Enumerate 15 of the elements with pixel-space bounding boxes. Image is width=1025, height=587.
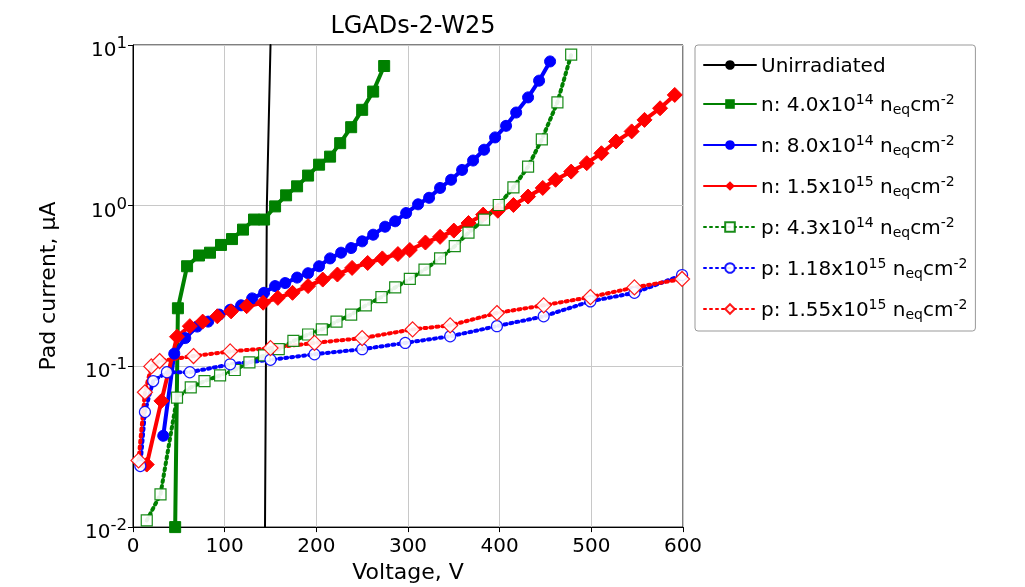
y-axis-title: Pad current, μA <box>34 201 60 371</box>
y-tick-label: 10$^{-1}$ <box>84 353 127 383</box>
y-tick-label: 10$^{1}$ <box>90 32 127 61</box>
x-tick-label: 100 <box>205 533 244 558</box>
chart-title: LGADs-2-W25 <box>330 11 496 39</box>
x-tick-label: 300 <box>388 533 428 558</box>
x-tick-label: 200 <box>297 533 336 558</box>
legend-label: Unirradiated <box>761 53 886 77</box>
x-tick-label: 600 <box>663 533 703 558</box>
y-tick-label: 10$^{0}$ <box>90 192 127 222</box>
x-axis-title: Voltage, V <box>352 558 464 584</box>
x-tick-label: 0 <box>126 533 140 558</box>
x-tick-label: 500 <box>572 533 611 558</box>
y-tick-label: 10$^{-2}$ <box>84 514 127 543</box>
x-tick-label: 400 <box>480 533 519 558</box>
